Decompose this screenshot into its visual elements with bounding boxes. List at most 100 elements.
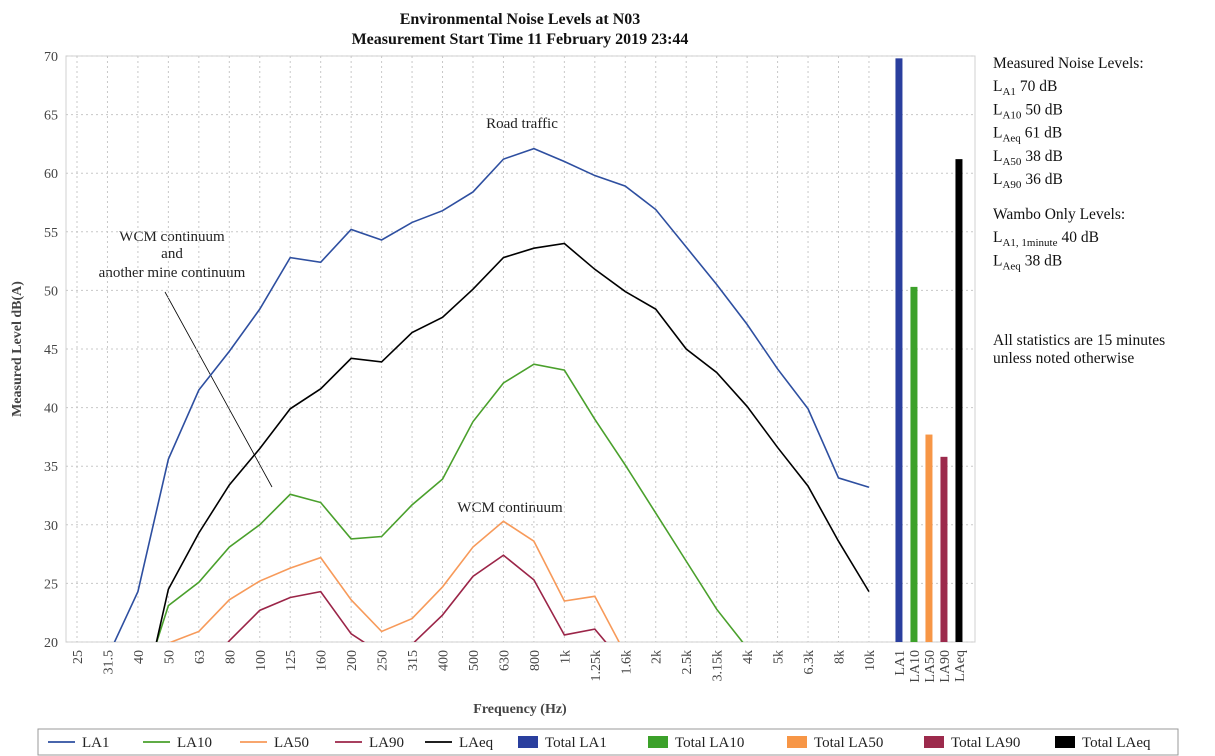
side-heading: Wambo Only Levels: <box>993 206 1125 223</box>
legend-label: Total LA50 <box>814 735 883 751</box>
x-axis-label: Frequency (Hz) <box>473 702 567 717</box>
x-tick-label: 80 <box>223 650 238 664</box>
x-tick-label: 1k <box>558 650 573 664</box>
x-tick-label: LA90 <box>938 650 953 683</box>
x-tick-label: 6.3k <box>802 650 817 675</box>
legend <box>37 728 1179 756</box>
legend-label: LA90 <box>369 735 404 751</box>
x-tick-label: 100 <box>254 650 269 671</box>
side-value: 70 dB <box>1020 78 1057 95</box>
side-symbol: L <box>993 252 1002 269</box>
x-tick-label: 125 <box>284 650 299 671</box>
side-note: unless noted otherwise <box>993 350 1134 367</box>
legend-label: LA50 <box>274 735 309 751</box>
side-symbol: L <box>993 101 1002 118</box>
x-tick-label: 200 <box>345 650 360 671</box>
y-tick-label: 35 <box>44 460 58 475</box>
side-item: LA90 36 dB <box>993 171 1063 191</box>
legend-label: LAeq <box>459 735 494 751</box>
legend-swatch <box>648 736 668 748</box>
line-series <box>155 363 744 642</box>
chart-title: Environmental Noise Levels at N03 <box>400 11 641 28</box>
line-series <box>227 554 607 642</box>
side-value: 40 dB <box>1061 229 1098 246</box>
y-axis-label: Measured Level dB(A) <box>10 281 25 417</box>
side-subscript: A90 <box>1002 179 1021 191</box>
annotation: another mine continuum <box>99 265 246 281</box>
x-tick-label: 1.6k <box>619 650 634 675</box>
line-series <box>169 520 620 642</box>
x-tick-label: 1.25k <box>589 650 604 682</box>
y-tick-label: 20 <box>44 636 58 651</box>
x-tick-label: 5k <box>772 650 787 664</box>
x-tick-label: 250 <box>376 650 391 671</box>
x-tick-label: 160 <box>315 650 330 671</box>
x-tick-label: LA50 <box>923 650 938 683</box>
side-item: LAeq 38 dB <box>993 252 1062 272</box>
y-tick-label: 55 <box>44 226 58 241</box>
bar <box>895 58 903 642</box>
annotation: and <box>161 246 183 262</box>
plot-series <box>113 58 963 642</box>
x-tick-label: 8k <box>833 650 848 664</box>
y-tick-label: 50 <box>44 284 58 299</box>
y-tick-label: 40 <box>44 402 58 417</box>
legend-label: LA1 <box>82 735 110 751</box>
legend-swatch <box>518 736 538 748</box>
annotation: WCM continuum <box>457 500 563 516</box>
side-subscript: A50 <box>1002 156 1021 168</box>
annotation: Road traffic <box>486 116 558 132</box>
x-tick-label: 3.15k <box>711 650 726 682</box>
y-tick-label: 45 <box>44 343 58 358</box>
side-value: 38 dB <box>1025 252 1062 269</box>
side-subscript: Aeq <box>1002 133 1021 145</box>
side-subscript: A1, 1minute <box>1002 237 1057 249</box>
legend-label: Total LA90 <box>951 735 1020 751</box>
line-series <box>155 242 870 642</box>
side-symbol: L <box>993 78 1002 95</box>
legend-swatch <box>787 736 807 748</box>
y-tick-label: 65 <box>44 109 58 124</box>
legend-label: LA10 <box>177 735 212 751</box>
legend-label: Total LA10 <box>675 735 744 751</box>
side-symbol: L <box>993 148 1002 165</box>
side-value: 36 dB <box>1025 171 1062 188</box>
x-tick-label: 25 <box>71 650 86 664</box>
side-value: 50 dB <box>1025 101 1062 118</box>
chart-subtitle: Measurement Start Time 11 February 2019 … <box>352 31 689 48</box>
y-tick-label: 30 <box>44 519 58 534</box>
x-tick-label: 50 <box>162 650 177 664</box>
side-value: 38 dB <box>1025 148 1062 165</box>
x-tick-label: LA1 <box>893 650 908 676</box>
x-tick-label: 630 <box>497 650 512 671</box>
legend-label: Total LAeq <box>1082 735 1151 751</box>
side-subscript: Aeq <box>1002 260 1021 272</box>
side-item: LA1, 1minute 40 dB <box>993 229 1099 249</box>
x-tick-label: LAeq <box>953 650 968 682</box>
y-tick-label: 60 <box>44 167 58 182</box>
side-value: 61 dB <box>1025 125 1062 142</box>
side-item: LA1 70 dB <box>993 78 1057 98</box>
side-item: LA50 38 dB <box>993 148 1063 168</box>
x-tick-label: 10k <box>863 650 878 671</box>
side-symbol: L <box>993 171 1002 188</box>
legend-label: Total LA1 <box>545 735 607 751</box>
bar <box>910 286 918 642</box>
legend-swatch <box>1055 736 1075 748</box>
side-item: LA10 50 dB <box>993 101 1063 121</box>
y-tick-label: 70 <box>44 50 58 65</box>
x-tick-label: 2.5k <box>680 650 695 675</box>
x-tick-label: 500 <box>467 650 482 671</box>
bar <box>925 434 933 642</box>
side-subscript: A10 <box>1002 109 1021 121</box>
side-note: All statistics are 15 minutes <box>993 332 1165 349</box>
x-tick-label: 2k <box>650 650 665 664</box>
x-tick-label: 31.5 <box>101 650 116 675</box>
x-tick-label: 4k <box>741 650 756 664</box>
bar <box>955 159 963 642</box>
side-subscript: A1 <box>1002 86 1015 98</box>
side-item: LAeq 61 dB <box>993 125 1062 145</box>
side-heading: Measured Noise Levels: <box>993 55 1144 72</box>
x-tick-label: 800 <box>528 650 543 671</box>
